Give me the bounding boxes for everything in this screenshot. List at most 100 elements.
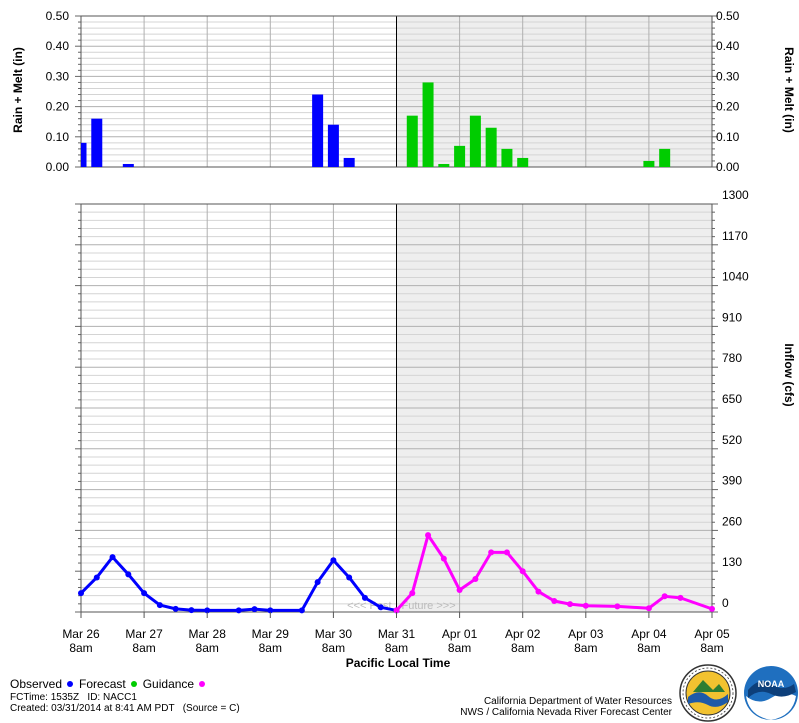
y-axis-title-left: Rain + Melt (in) (11, 47, 25, 133)
inflow-point (456, 587, 463, 594)
precip-ytick-label-left: 0.50 (46, 9, 70, 23)
noaa-logo-text: NOAA (758, 679, 785, 689)
precip-ytick-label-left: 0.40 (46, 39, 70, 53)
inflow-ytick-label: 1040 (722, 270, 749, 284)
inflow-point (582, 602, 589, 609)
x-tick-label-date: Mar 28 (189, 627, 227, 641)
x-tick-label-time: 8am (196, 641, 219, 655)
inflow-point (235, 607, 242, 614)
x-tick-label-date: Mar 27 (125, 627, 163, 641)
precip-frame (80, 15, 713, 168)
x-tick-label-time: 8am (637, 641, 660, 655)
precip-bar (517, 157, 529, 167)
inflow-ytick-label: 1170 (722, 229, 748, 243)
inflow-point (156, 602, 163, 609)
precip-bar (485, 127, 497, 167)
inflow-point (440, 555, 447, 562)
inflow-ytick-label: 260 (722, 514, 742, 528)
precip-bar (643, 160, 655, 167)
inflow-point (330, 557, 337, 564)
precip-bar (81, 142, 87, 167)
precip-ytick-label-right: 0.20 (716, 100, 740, 114)
inflow-point (267, 607, 274, 614)
legend-observed-dot (67, 681, 74, 688)
inflow-point (188, 607, 195, 614)
inflow-point (125, 571, 132, 578)
precip-bar (327, 124, 339, 167)
precip-ytick-label-left: 0.30 (46, 69, 70, 83)
inflow-point (346, 574, 353, 581)
noaa-logo-icon: NOAA (744, 666, 798, 720)
inflow-point (314, 579, 321, 586)
x-tick-label-time: 8am (259, 641, 282, 655)
x-tick-label-date: Mar 29 (252, 627, 290, 641)
precip-ytick-label-left: 0.00 (46, 160, 70, 174)
agency-line-1: California Department of Water Resources (483, 696, 672, 707)
x-tick-label-date: Apr 05 (694, 627, 730, 641)
inflow-point (78, 590, 84, 597)
inflow-ytick-label: 650 (722, 392, 742, 406)
fctime-line: FCTime: 1535Z ID: NACC1 (10, 692, 137, 703)
precip-panel: 0.00 0.00 0.10 0.10 0.20 0.20 0.30 0.30 0.40 0.40… (46, 9, 740, 174)
inflow-ytick-label: 910 (722, 310, 742, 324)
inflow-point (645, 605, 652, 612)
inflow-ytick-label: 130 (722, 555, 742, 569)
inflow-point (677, 594, 684, 601)
future-annotation: Future >>> (402, 600, 456, 612)
precip-bar (91, 118, 103, 167)
x-tick-label-time: 8am (574, 641, 597, 655)
precip-ytick-label-right: 0.40 (716, 39, 740, 53)
river-forecast-chart: 0.00 0.00 0.10 0.10 0.20 0.20 0.30 0.30 0.40 0.40… (11, 9, 796, 670)
inflow-point (377, 604, 384, 611)
inflow-ytick-label: 1300 (722, 188, 749, 202)
agency-credits: California Department of Water Resources… (460, 696, 672, 718)
precip-bar (312, 94, 324, 167)
inflow-series-line (395, 533, 713, 612)
legend-forecast-dot (130, 681, 137, 688)
inflow-point (567, 601, 574, 608)
x-axis-title: Pacific Local Time (346, 656, 451, 670)
precip-bar (469, 115, 481, 167)
x-tick-label-time: 8am (322, 641, 345, 655)
x-tick-label-time: 8am (132, 641, 155, 655)
inflow-point (141, 590, 148, 597)
inflow-ytick-label: 390 (722, 474, 742, 488)
inflow-point (93, 574, 100, 581)
inflow-point (661, 593, 668, 600)
inflow-ytick-label: 780 (722, 351, 742, 365)
y-axis-title-right: Rain + Melt (in) (782, 47, 796, 133)
precip-ytick-label-right: 0.50 (716, 9, 740, 23)
x-tick-label-date: Mar 30 (315, 627, 353, 641)
x-tick-label-date: Apr 04 (631, 627, 667, 641)
inflow-point (109, 554, 116, 561)
inflow-point (361, 594, 368, 601)
legend-guidance-label: Guidance (142, 677, 195, 691)
forecast-meta: FCTime: 1535Z ID: NACC1 Created: 03/31/2… (10, 692, 240, 714)
inflow-point (204, 607, 211, 614)
precip-bar (438, 163, 450, 167)
x-tick-label-time: 8am (448, 641, 471, 655)
precip-bar (422, 82, 434, 167)
inflow-point (519, 568, 526, 575)
legend-observed-label: Observed (10, 677, 63, 691)
x-tick-label-time: 8am (385, 641, 408, 655)
x-tick-label-time: 8am (700, 641, 723, 655)
inflow-ytick-label: 520 (722, 433, 742, 447)
precip-ytick-label-right: 0.30 (716, 69, 740, 83)
precip-bar (122, 163, 134, 167)
inflow-point (172, 605, 179, 612)
precip-ytick-label-right: 0.10 (716, 130, 740, 144)
inflow-point (488, 549, 495, 556)
precip-ytick-label-right: 0.00 (716, 160, 740, 174)
y-axis-title-inflow: Inflow (cfs) (782, 343, 796, 406)
x-tick-label-date: Mar 31 (378, 627, 416, 641)
inflow-ytick-label: 0 (722, 596, 729, 610)
x-tick-label-date: Apr 01 (442, 627, 478, 641)
legend-guidance-dot (199, 681, 206, 688)
x-tick-label-date: Apr 03 (568, 627, 604, 641)
precip-bar (406, 115, 418, 167)
precip-ytick-label-left: 0.10 (46, 130, 70, 144)
created-line: Created: 03/31/2014 at 8:41 AM PDT (Sour… (10, 703, 240, 714)
